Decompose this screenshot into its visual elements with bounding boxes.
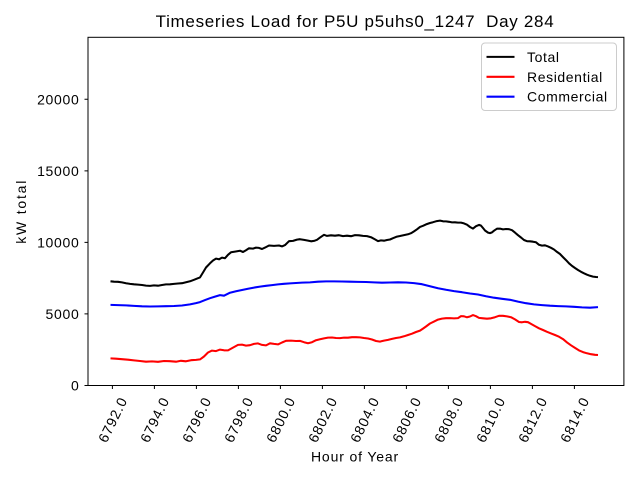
svg-text:15000: 15000 <box>37 163 79 179</box>
svg-text:5000: 5000 <box>46 306 80 322</box>
svg-text:Hour of Year: Hour of Year <box>311 449 399 465</box>
svg-text:10000: 10000 <box>37 234 79 250</box>
svg-text:kW total: kW total <box>13 179 29 244</box>
svg-text:Commercial: Commercial <box>527 89 608 105</box>
svg-text:Residential: Residential <box>527 69 603 85</box>
svg-text:20000: 20000 <box>37 91 79 107</box>
svg-text:0: 0 <box>71 378 80 394</box>
svg-text:Timeseries Load for P5U p5uhs0: Timeseries Load for P5U p5uhs0_1247 Day … <box>156 12 555 31</box>
svg-text:Total: Total <box>527 49 560 65</box>
